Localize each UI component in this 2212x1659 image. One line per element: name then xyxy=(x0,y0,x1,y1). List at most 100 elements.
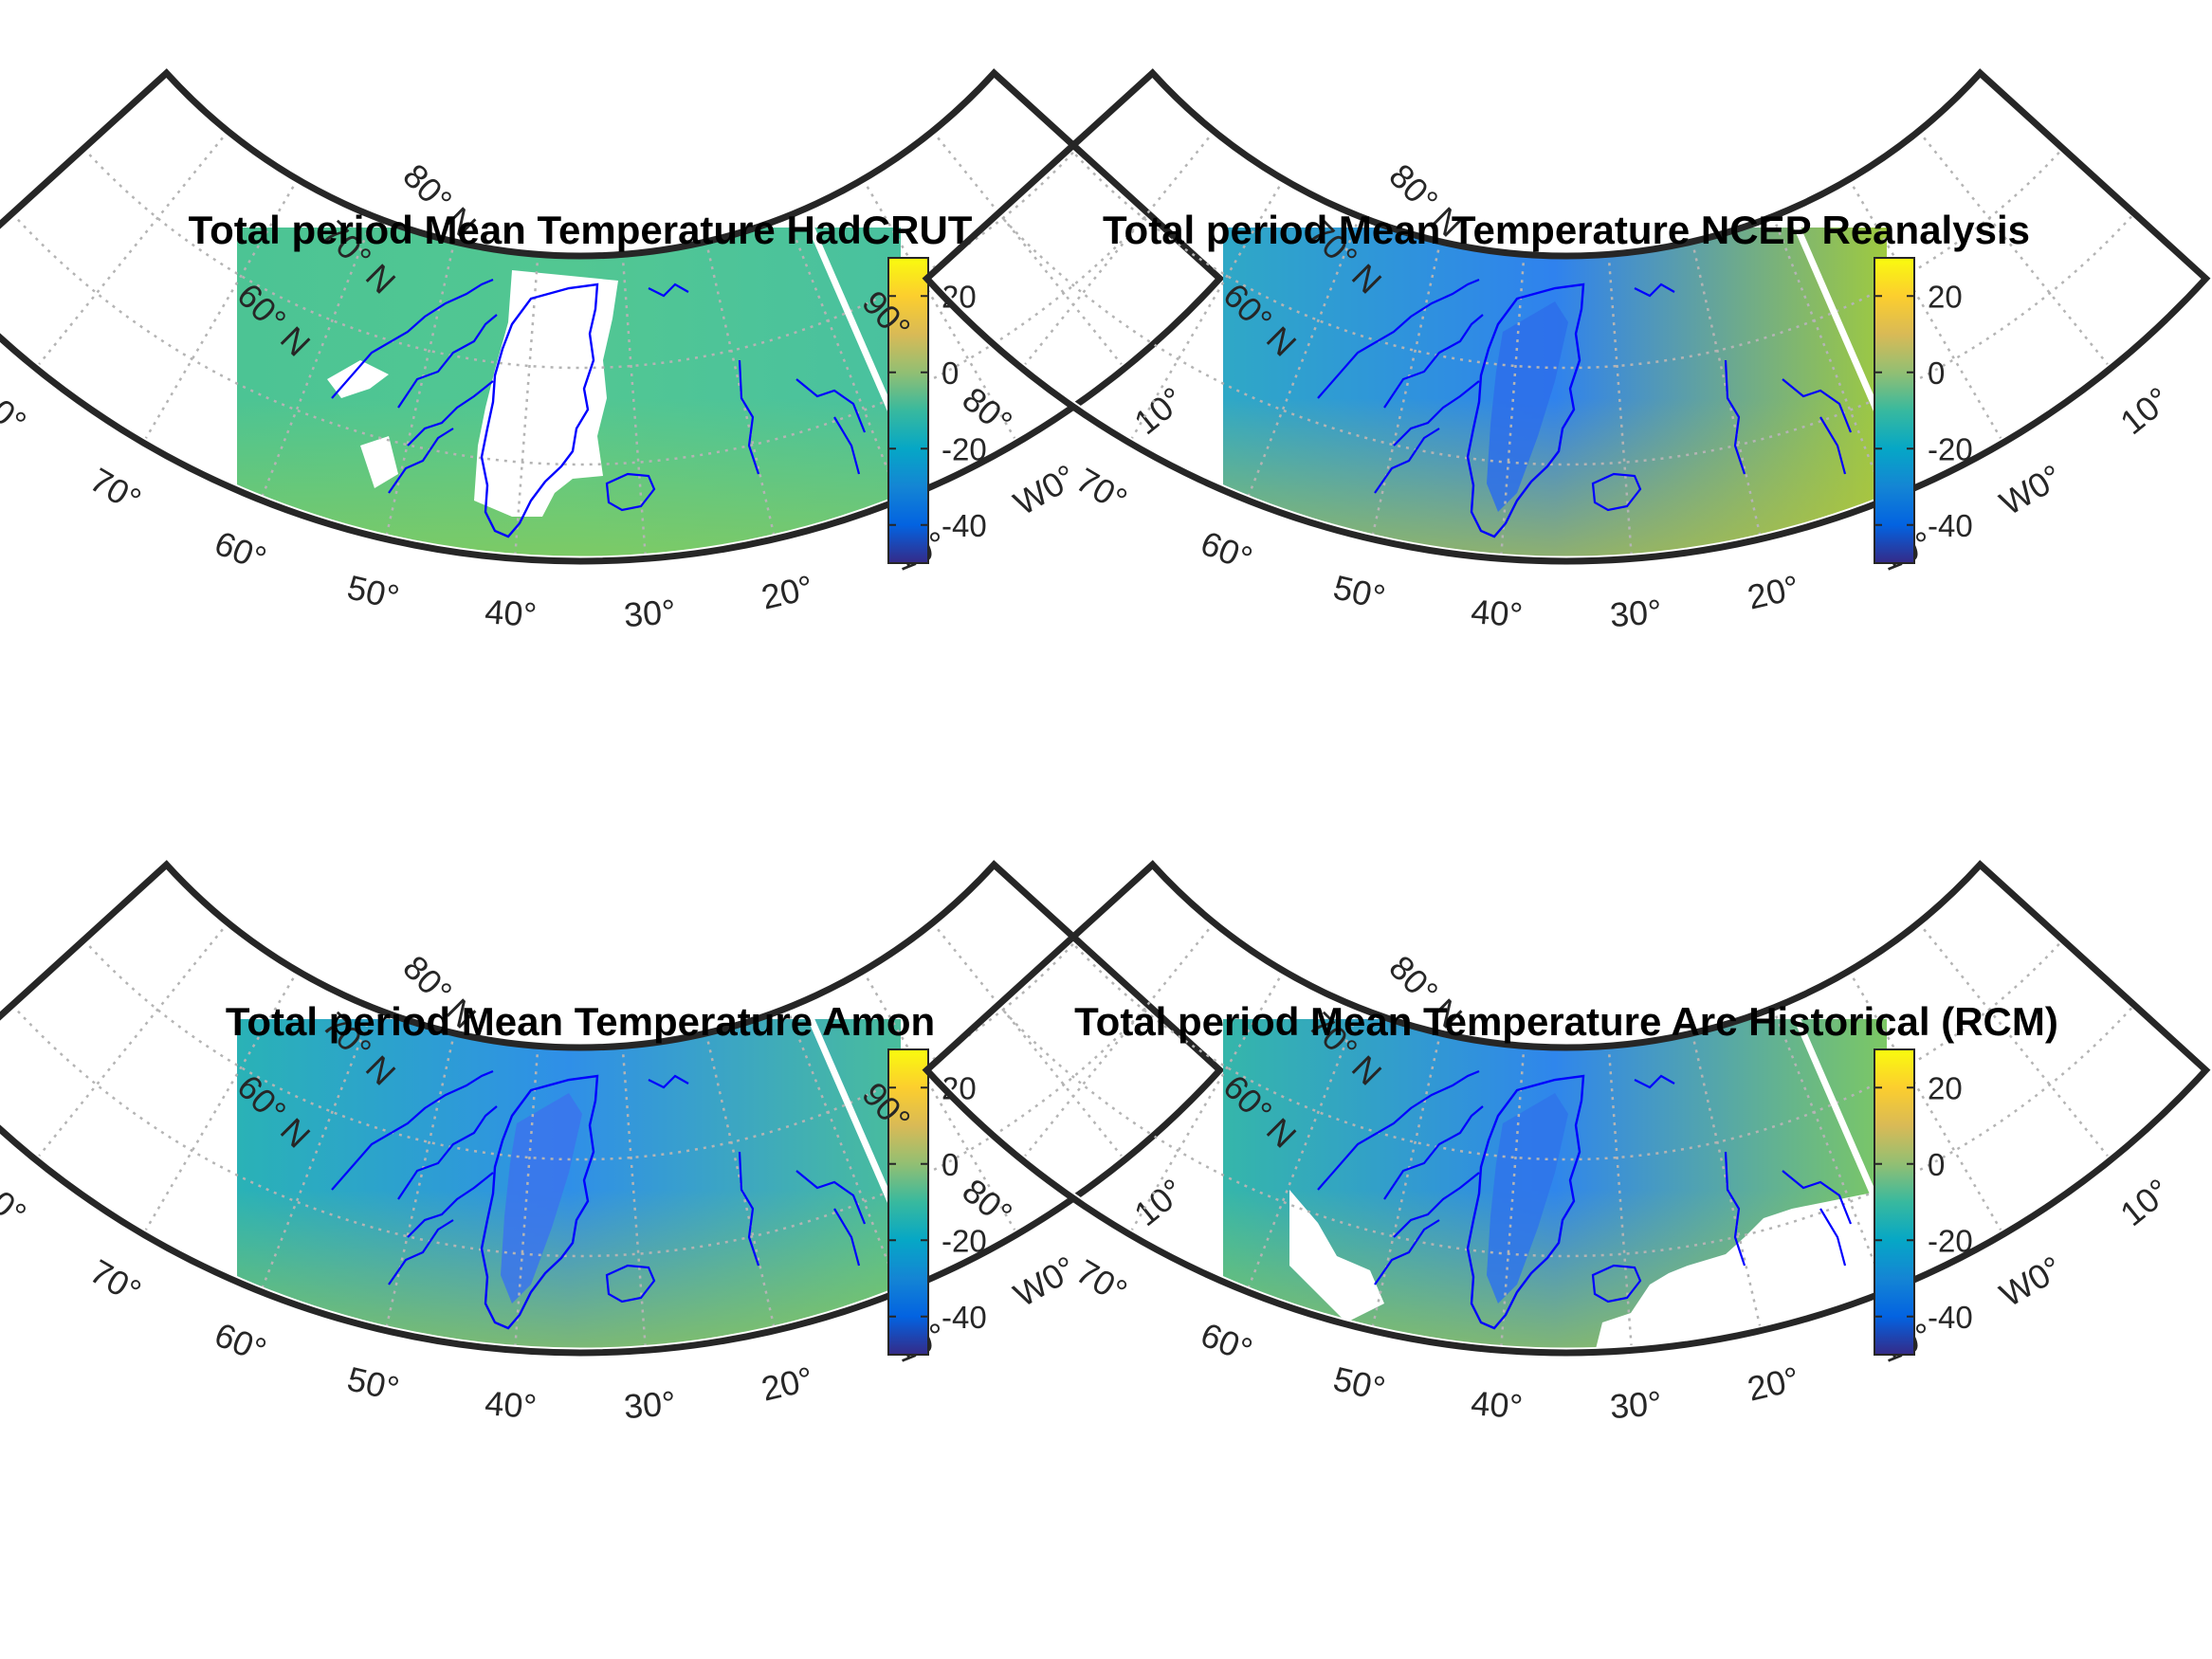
coastline xyxy=(388,1219,454,1285)
coastline xyxy=(331,1069,494,1191)
longitude-label: 60° xyxy=(1196,523,1258,578)
ice-sheet-region xyxy=(1487,301,1568,512)
longitude-label: 20° xyxy=(1744,568,1802,617)
longitude-label: 40° xyxy=(484,592,538,634)
colorbar: 200-20-40 xyxy=(887,1048,987,1356)
longitude-label: 50° xyxy=(344,1359,403,1409)
colorbar-tick-label: -20 xyxy=(941,1223,987,1258)
coastline xyxy=(407,380,494,447)
coastline xyxy=(1317,278,1480,399)
coastline xyxy=(1634,283,1675,298)
colorbar-tick-label: -40 xyxy=(1928,508,1973,543)
coastline xyxy=(1383,1105,1484,1200)
panel-title: Total period Mean Temperature HadCRUT xyxy=(189,208,973,252)
longitude-label: 60° xyxy=(210,1315,272,1370)
coastline xyxy=(397,1105,498,1200)
coastline xyxy=(1819,1208,1847,1267)
longitude-label: 50° xyxy=(1330,1359,1389,1409)
coastline xyxy=(331,278,494,399)
coastline xyxy=(833,416,861,475)
colorbar-tick-label: -20 xyxy=(941,431,987,466)
coastline xyxy=(833,1208,861,1267)
longitude-label: 30° xyxy=(623,1383,677,1426)
coastline xyxy=(1383,314,1484,409)
longitude-label: 60° xyxy=(210,523,272,578)
map-panel-ncep: 60° N70° N80° N90°80°70°60°50°40°30°20°1… xyxy=(854,68,2211,634)
coastline xyxy=(1634,1074,1675,1089)
longitude-label: 30° xyxy=(623,592,677,634)
longitude-label: 10° xyxy=(2112,379,2177,442)
colorbar-tick-label: 0 xyxy=(941,356,959,391)
longitude-label: W0° xyxy=(1993,457,2069,523)
colorbar-tick-label: -40 xyxy=(941,1300,987,1335)
colorbar: 200-20-40 xyxy=(887,257,987,564)
coastline xyxy=(1393,1172,1480,1238)
longitude-label: 20° xyxy=(758,1359,816,1409)
coastline xyxy=(397,314,498,409)
coastline xyxy=(738,1151,760,1267)
coastline xyxy=(648,283,689,298)
missing-data-region xyxy=(327,360,389,398)
coastline xyxy=(1819,416,1847,475)
temperature-field-south xyxy=(1223,398,1887,561)
latitude-gridline xyxy=(10,1004,1150,1258)
colorbar: 200-20-40 xyxy=(1874,257,1973,564)
coastline xyxy=(795,378,867,433)
panel-title: Total period Mean Temperature NCEP Reana… xyxy=(1103,208,2030,252)
colorbar-tick-label: -20 xyxy=(1928,1223,1973,1258)
ice-sheet-region xyxy=(1487,1093,1568,1304)
longitude-label: 10° xyxy=(2112,1171,2177,1233)
colorbar-tick-label: -40 xyxy=(1928,1300,1973,1335)
map-body: 60° N70° N80° N90°80°70°60°50°40°30°20°1… xyxy=(854,860,2211,1426)
map-frame xyxy=(0,860,1225,1357)
colorbar-tick-label: 0 xyxy=(1928,356,1945,391)
longitude-label: 40° xyxy=(1470,1383,1524,1426)
longitude-label: 80° xyxy=(0,379,34,442)
colorbar-tick-label: 0 xyxy=(1928,1147,1945,1182)
panel-title: Total period Mean Temperature Amon xyxy=(226,999,935,1044)
colorbar-tick-label: -40 xyxy=(941,508,987,543)
coastline xyxy=(795,1170,867,1225)
map-panel-rcm: 60° N70° N80° N90°80°70°60°50°40°30°20°1… xyxy=(854,860,2211,1426)
longitude-label: 20° xyxy=(758,568,816,617)
missing-data-region xyxy=(1289,1190,1384,1322)
coastline-greenland xyxy=(1466,283,1585,538)
panel-title: Total period Mean Temperature Arc Histor… xyxy=(1074,999,2058,1044)
map-body: 60° N70° N80° N90°80°70°60°50°40°30°20°1… xyxy=(0,68,1292,634)
longitude-label: W0° xyxy=(1993,1249,2069,1315)
longitude-label: 50° xyxy=(344,568,403,617)
coastline xyxy=(648,1074,689,1089)
missing-data-region xyxy=(360,436,398,488)
longitude-label: 70° xyxy=(83,460,148,520)
longitude-label: 80° xyxy=(0,1171,34,1233)
coastline xyxy=(407,1172,494,1238)
longitude-label: 40° xyxy=(484,1383,538,1426)
coastline xyxy=(1724,1151,1746,1267)
map-frame xyxy=(922,860,2211,1357)
coastline xyxy=(1317,1069,1480,1191)
longitude-label: 30° xyxy=(1609,1383,1663,1426)
colorbar-tick-label: 20 xyxy=(1928,1070,1963,1105)
map-body: 60° N70° N80° N90°80°70°60°50°40°30°20°1… xyxy=(854,68,2211,634)
colorbar: 20 0 -20 -40 xyxy=(1874,1048,1973,1356)
coastline xyxy=(1782,378,1853,433)
coastline xyxy=(1782,1170,1853,1225)
coastline xyxy=(1374,1219,1440,1285)
map-frame xyxy=(0,68,1225,565)
ice-sheet-region xyxy=(501,1093,582,1304)
latitude-gridline xyxy=(1069,939,2064,1161)
longitude-label: 70° xyxy=(1069,1251,1134,1311)
colorbar-tick-label: 0 xyxy=(941,1147,959,1182)
longitude-label: 70° xyxy=(83,1251,148,1311)
colorbar-bar xyxy=(1874,257,1915,564)
coastline xyxy=(605,1264,656,1304)
longitude-label: 50° xyxy=(1330,568,1389,617)
coastline xyxy=(1724,359,1746,475)
latitude-gridline xyxy=(996,212,2136,466)
coastline xyxy=(1393,380,1480,447)
map-body: 60° N70° N80° N90°80°70°60°50°40°30°20°1… xyxy=(0,860,1292,1426)
longitude-label: 40° xyxy=(1470,592,1524,634)
latitude-gridline xyxy=(1069,147,2064,370)
latitude-gridline xyxy=(996,1004,2136,1258)
